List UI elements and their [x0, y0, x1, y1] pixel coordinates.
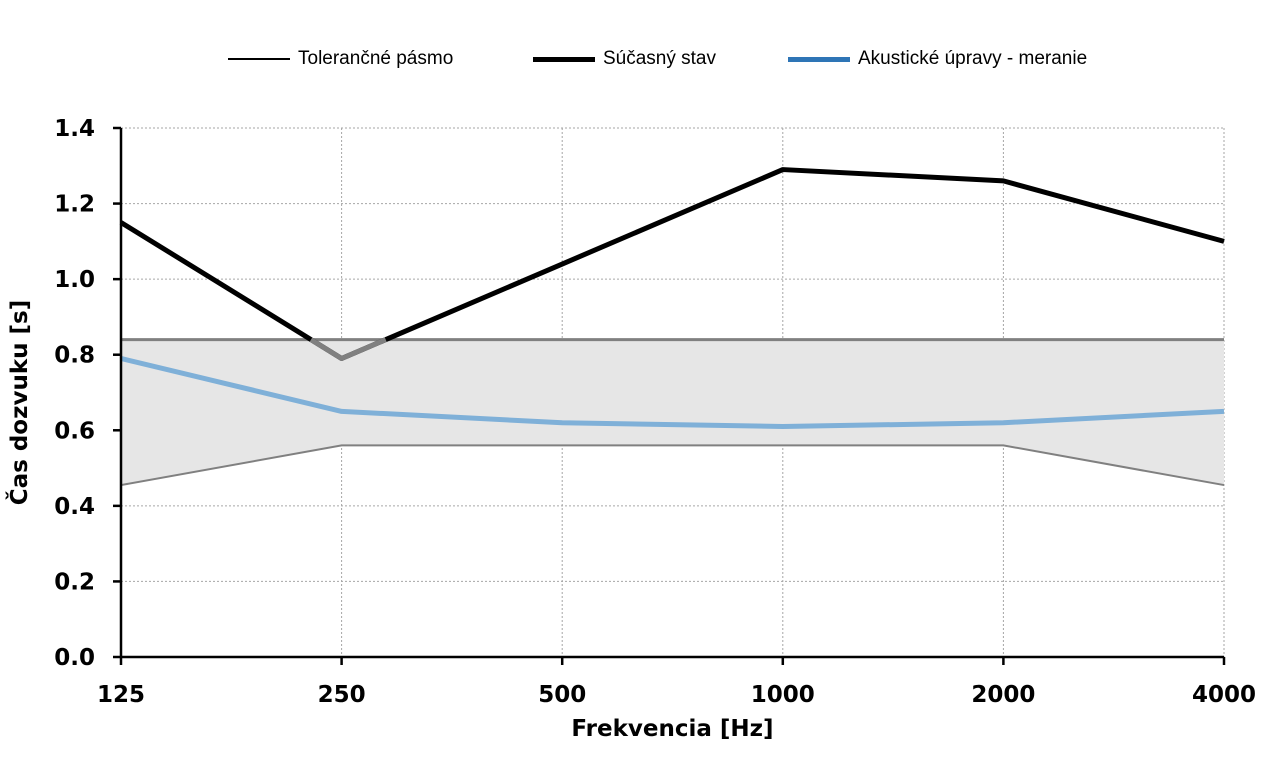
- series-line-acoustic-measurement: [120, 356, 1225, 430]
- legend-item-acoustic: Akustické úpravy - meranie: [788, 48, 1087, 70]
- tolerance-band-lower-line: [120, 444, 1225, 487]
- x-tick-label: 500: [538, 682, 586, 708]
- y-tick-label: 0.2: [54, 569, 95, 595]
- legend-swatch-acoustic: [788, 56, 850, 62]
- x-tick-label: 1000: [751, 682, 815, 708]
- x-tick-label: 4000: [1192, 682, 1256, 708]
- y-tick-label: 0.6: [54, 418, 95, 444]
- x-tick-label: 2000: [971, 682, 1035, 708]
- y-tick-label: 0.8: [54, 343, 95, 369]
- y-tick-label: 1.2: [54, 192, 95, 218]
- y-tick-labels: 0.0 0.2 0.4 0.6 0.8 1.0 1.2 1.4: [54, 116, 95, 671]
- tolerance-band-fill: [121, 339, 1224, 486]
- x-tick-labels: 125 250 500 1000 2000 4000: [97, 682, 1256, 708]
- y-tick-label: 1.0: [54, 267, 95, 293]
- legend-item-current: Súčasný stav: [533, 48, 716, 70]
- legend-swatch-current: [533, 56, 595, 62]
- x-axis-label: Frekvencia [Hz]: [571, 716, 773, 742]
- x-tick-label: 125: [97, 682, 145, 708]
- legend-label-acoustic: Akustické úpravy - meranie: [858, 48, 1088, 69]
- chart-legend: Tolerančné pásmo Súčasný stav Akustické …: [0, 48, 1280, 74]
- y-tick-label: 0.0: [54, 645, 95, 671]
- y-tick-label: 1.4: [54, 116, 95, 142]
- legend-label-tolerance: Tolerančné pásmo: [298, 48, 454, 69]
- series-current-in-band-segment: [309, 337, 387, 361]
- y-axis-label: Čas dozvuku [s]: [5, 300, 33, 506]
- axes: [113, 126, 1226, 665]
- legend-item-tolerance: Tolerančné pásmo: [228, 48, 453, 70]
- series-line-current-state: [119, 167, 1225, 361]
- y-tick-label: 0.4: [54, 494, 95, 520]
- legend-swatch-tolerance: [228, 58, 290, 60]
- legend-label-current: Súčasný stav: [603, 48, 716, 69]
- x-tick-label: 250: [318, 682, 366, 708]
